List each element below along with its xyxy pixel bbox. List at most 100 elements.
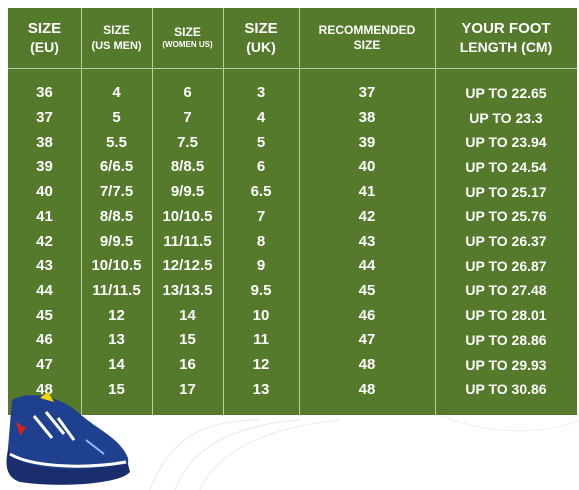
size-women-us-cell: 8/8.5 xyxy=(170,158,205,176)
size-us-men-cell: 9/9.5 xyxy=(99,232,134,250)
recommended-size-cell: 39 xyxy=(358,133,376,151)
size-us-men-cell: 7/7.5 xyxy=(99,183,134,201)
size-chart-table: SIZE (EU) SIZE (US MEN) SIZE (WOMEN US) SIZE (U… xyxy=(8,8,577,415)
size-women-us-cell: 13/13.5 xyxy=(162,281,213,299)
column-header-line1: SIZE xyxy=(174,25,201,39)
size-us-men-cell: 5.5 xyxy=(106,133,127,151)
foot-length-cell: UP TO 30.86 xyxy=(465,381,547,398)
size-uk-cell: 13 xyxy=(252,380,270,398)
size-women-us-cell: 15 xyxy=(179,331,196,349)
size-us-men-cell: 14 xyxy=(108,356,125,374)
header-divider xyxy=(8,68,577,69)
size-eu-cell: 47 xyxy=(36,356,53,374)
recommended-size-cell: 42 xyxy=(358,207,376,225)
column-header: RECOMMENDED SIZE xyxy=(299,8,435,68)
recommended-size-cell: 46 xyxy=(358,306,376,324)
size-eu-cell: 36 xyxy=(36,84,53,102)
size-women-us-cell: 16 xyxy=(179,356,196,374)
column-header-line1: SIZE xyxy=(244,20,278,38)
size-eu-cell: 37 xyxy=(36,109,53,127)
size-uk-cell: 8 xyxy=(256,232,266,250)
recommended-size-cell: 44 xyxy=(358,257,376,275)
size-us-men-cell: 15 xyxy=(108,380,125,398)
recommended-size-cell: 43 xyxy=(358,232,376,250)
foot-length-cell: UP TO 26.87 xyxy=(465,257,547,274)
foot-length-cell: UP TO 23.3 xyxy=(469,109,543,126)
size-uk-cell: 7 xyxy=(256,207,266,225)
column-divider xyxy=(299,8,300,415)
size-us-men-cell: 10/10.5 xyxy=(91,257,142,275)
size-eu-cell: 44 xyxy=(36,281,53,299)
size-uk-cell: 4 xyxy=(256,109,266,127)
recommended-size-cell: 48 xyxy=(358,356,376,374)
foot-length-cell: UP TO 25.17 xyxy=(465,183,547,200)
size-us-men-cell: 13 xyxy=(108,331,125,349)
recommended-size-cell: 48 xyxy=(358,380,376,398)
column-header-line2: SIZE xyxy=(353,38,381,52)
column-divider xyxy=(223,8,224,415)
size-women-us-cell: 7.5 xyxy=(177,133,198,151)
size-eu-cell: 39 xyxy=(36,158,53,176)
recommended-size-cell: 38 xyxy=(358,109,376,127)
size-women-us-cell: 14 xyxy=(179,306,196,324)
size-us-men-cell: 8/8.5 xyxy=(99,207,134,225)
column-header: SIZE (US MEN) xyxy=(81,8,152,68)
foot-length-cell: UP TO 29.93 xyxy=(465,356,547,373)
size-eu-cell: 41 xyxy=(36,207,53,225)
foot-length-cell: UP TO 24.54 xyxy=(465,158,547,175)
size-us-men-cell: 6/6.5 xyxy=(99,158,134,176)
recommended-size-cell: 45 xyxy=(358,281,376,299)
size-eu-cell: 40 xyxy=(36,183,53,201)
size-us-men-cell: 4 xyxy=(112,84,121,102)
column-header-line2: (EU) xyxy=(30,38,59,55)
size-eu-cell: 43 xyxy=(36,257,53,275)
column-header: SIZE (WOMEN US) xyxy=(152,8,223,68)
size-uk-cell: 11 xyxy=(253,331,269,349)
size-women-us-cell: 9/9.5 xyxy=(170,183,205,201)
column-header-line2: (UK) xyxy=(246,38,276,55)
size-women-us-cell: 11/11.5 xyxy=(163,232,212,250)
size-uk-cell: 9 xyxy=(256,257,266,275)
column-header: SIZE (EU) xyxy=(8,8,81,68)
column-header-line1: YOUR FOOT xyxy=(461,20,551,38)
size-us-men-cell: 12 xyxy=(108,306,125,324)
column-header-line2: LENGTH (CM) xyxy=(459,38,553,55)
column-divider xyxy=(81,8,82,415)
size-women-us-cell: 6 xyxy=(183,84,192,102)
size-uk-cell: 6 xyxy=(256,158,266,176)
size-women-us-cell: 7 xyxy=(183,109,192,127)
size-women-us-cell: 17 xyxy=(179,380,196,398)
size-eu-cell: 42 xyxy=(36,232,53,250)
foot-length-cell: UP TO 25.76 xyxy=(465,208,547,225)
foot-length-cell: UP TO 26.37 xyxy=(465,233,547,250)
sneaker-image xyxy=(6,392,130,485)
recommended-size-cell: 41 xyxy=(358,183,376,201)
foot-length-cell: UP TO 23.94 xyxy=(465,134,547,151)
column-header-line2: (US MEN) xyxy=(91,39,142,52)
column-header-line1: SIZE xyxy=(27,20,62,38)
column-header-line1: SIZE xyxy=(103,23,130,38)
size-us-men-cell: 5 xyxy=(112,109,121,127)
foot-length-cell: UP TO 27.48 xyxy=(465,282,547,299)
size-women-us-cell: 10/10.5 xyxy=(162,207,213,225)
size-uk-cell: 9.5 xyxy=(250,281,272,299)
size-uk-cell: 5 xyxy=(256,133,266,151)
size-us-men-cell: 11/11.5 xyxy=(92,281,141,299)
recommended-size-cell: 40 xyxy=(358,158,376,176)
size-eu-cell: 45 xyxy=(36,306,53,324)
size-uk-cell: 6.5 xyxy=(250,183,272,201)
column-header: SIZE (UK) xyxy=(223,8,299,68)
size-uk-cell: 12 xyxy=(252,356,270,374)
column-header-line1: RECOMMENDED xyxy=(318,22,416,37)
size-uk-cell: 10 xyxy=(252,306,270,324)
column-header-line2: (WOMEN US) xyxy=(162,40,213,50)
foot-length-cell: UP TO 28.86 xyxy=(465,331,547,348)
size-women-us-cell: 12/12.5 xyxy=(162,257,213,275)
foot-length-cell: UP TO 22.65 xyxy=(465,84,547,101)
column-divider xyxy=(152,8,153,415)
column-header: YOUR FOOT LENGTH (CM) xyxy=(435,8,577,68)
recommended-size-cell: 37 xyxy=(358,84,376,102)
foot-length-cell: UP TO 28.01 xyxy=(465,307,547,324)
column-divider xyxy=(435,8,436,415)
